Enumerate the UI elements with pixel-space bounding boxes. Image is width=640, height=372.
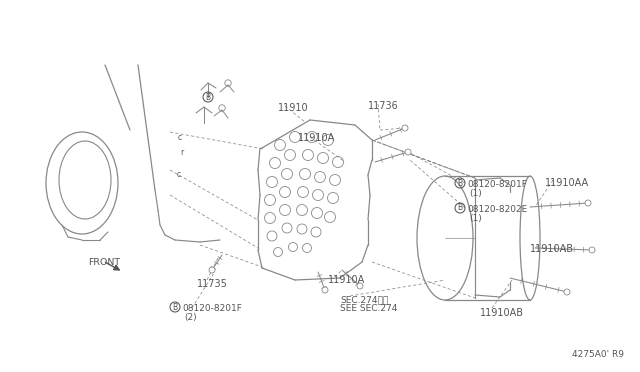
Text: 11910AB: 11910AB xyxy=(480,308,524,318)
Text: r: r xyxy=(180,148,183,157)
Circle shape xyxy=(209,267,215,273)
Circle shape xyxy=(402,125,408,131)
Text: B: B xyxy=(458,179,463,187)
Circle shape xyxy=(589,247,595,253)
Text: 4275A0' R9: 4275A0' R9 xyxy=(572,350,624,359)
Circle shape xyxy=(585,200,591,206)
Text: 11736: 11736 xyxy=(368,101,399,111)
Text: SEC.274参照: SEC.274参照 xyxy=(340,295,388,304)
Text: B: B xyxy=(172,302,177,311)
Text: 11910A: 11910A xyxy=(328,275,365,285)
Text: (1): (1) xyxy=(469,214,482,223)
Text: (1): (1) xyxy=(469,189,482,198)
Text: B: B xyxy=(458,203,463,212)
Text: 08120-8201F: 08120-8201F xyxy=(182,304,242,313)
Text: (2): (2) xyxy=(184,313,196,322)
Text: 11910AB: 11910AB xyxy=(530,244,574,254)
Text: 11735: 11735 xyxy=(197,279,228,289)
Circle shape xyxy=(357,283,363,289)
Text: 08120-8202E: 08120-8202E xyxy=(467,205,527,214)
Text: 11910AA: 11910AA xyxy=(545,178,589,188)
Circle shape xyxy=(405,149,411,155)
Text: 08120-8201F: 08120-8201F xyxy=(467,180,527,189)
Circle shape xyxy=(564,289,570,295)
Text: FRONT: FRONT xyxy=(88,258,120,267)
Text: 11910: 11910 xyxy=(278,103,308,113)
Text: c: c xyxy=(178,133,182,142)
Text: 11910A: 11910A xyxy=(298,133,335,143)
Text: SEE SEC.274: SEE SEC.274 xyxy=(340,304,397,313)
Circle shape xyxy=(322,287,328,293)
Text: B: B xyxy=(205,93,211,102)
Text: c: c xyxy=(177,170,181,179)
